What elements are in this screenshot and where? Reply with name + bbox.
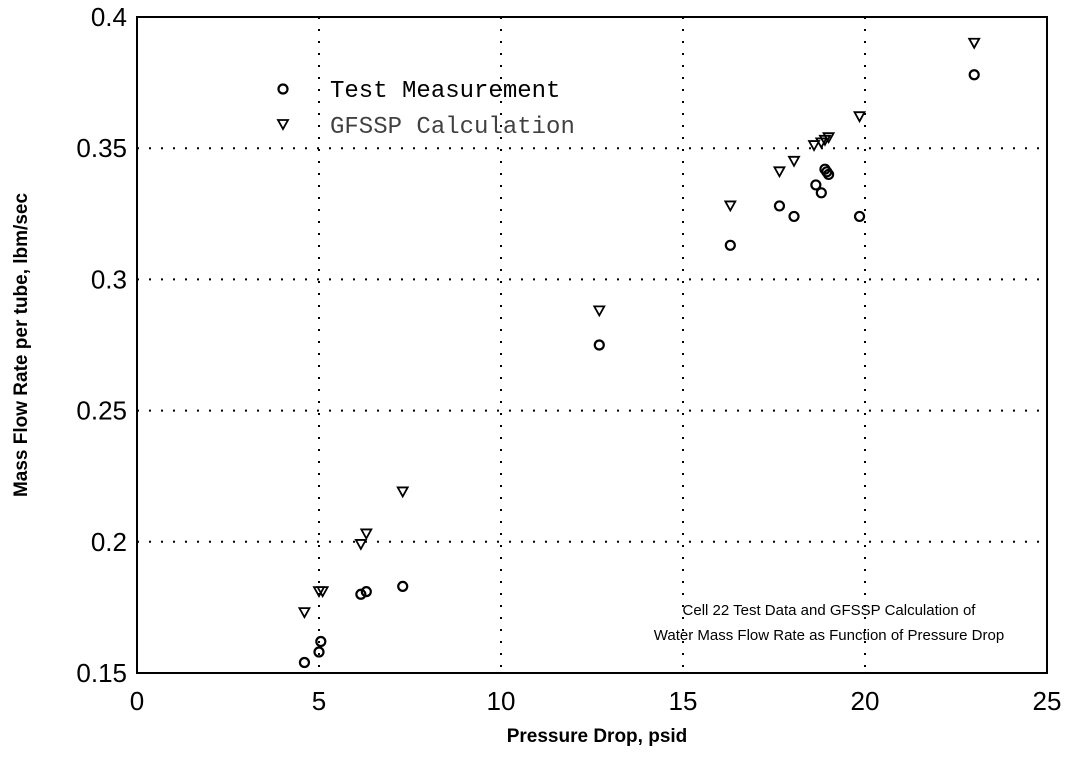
- point-gfssp-calculation: [772, 166, 786, 179]
- point-test-measurement: [397, 580, 409, 593]
- point-test-measurement: [355, 588, 367, 600]
- point-gfssp-calculation: [316, 586, 330, 599]
- grid-lines: [137, 17, 1047, 673]
- y-tick-label: 0.4: [91, 2, 127, 32]
- x-tick-label: 25: [1033, 686, 1062, 716]
- point-gfssp-calculation: [359, 528, 373, 541]
- point-test-measurement: [593, 339, 605, 351]
- point-test-measurement: [788, 210, 800, 223]
- y-axis-title: Mass Flow Rate per tube, lbm/sec: [11, 193, 32, 498]
- x-tick-label: 10: [487, 686, 516, 716]
- point-test-measurement: [853, 210, 866, 223]
- point-test-measurement: [968, 69, 980, 81]
- plot-frame: [136, 16, 1048, 674]
- y-tick-label: 0.15: [76, 658, 127, 688]
- point-test-measurement: [815, 187, 827, 199]
- point-test-measurement: [298, 656, 311, 669]
- x-tick-label: 15: [669, 686, 698, 716]
- point-gfssp-calculation: [853, 111, 867, 124]
- y-tick-label: 0.2: [91, 527, 127, 557]
- point-test-measurement: [315, 635, 327, 648]
- x-tick-label: 0: [130, 686, 144, 716]
- point-gfssp-calculation: [592, 305, 606, 318]
- point-test-measurement: [822, 168, 835, 181]
- point-gfssp-calculation: [967, 37, 981, 50]
- point-test-measurement: [724, 239, 736, 251]
- legend-marker-gfssp-calculation: [276, 119, 290, 131]
- axis-tick-labels: 0 5 10 15 20 25 0.15 0.2 0.25 0.3 0.35 0.4: [76, 2, 1061, 716]
- x-tick-label: 5: [312, 686, 326, 716]
- point-test-measurement: [810, 179, 822, 191]
- x-axis-title: Pressure Drop, psid: [507, 726, 688, 747]
- legend: Test Measurement GFSSP Calculation: [276, 78, 575, 141]
- chart-annotation: Cell 22 Test Data and GFSSP Calculation …: [654, 602, 1004, 644]
- legend-marker-test-measurement: [277, 83, 289, 95]
- point-gfssp-calculation: [807, 140, 821, 152]
- annotation-line-2: Water Mass Flow Rate as Function of Pres…: [654, 627, 1004, 644]
- data-points: [297, 37, 981, 669]
- y-tick-label: 0.35: [76, 133, 127, 163]
- annotation-line-1: Cell 22 Test Data and GFSSP Calculation …: [683, 602, 977, 619]
- point-gfssp-calculation: [396, 486, 410, 499]
- point-gfssp-calculation: [354, 539, 368, 551]
- y-tick-label: 0.3: [91, 264, 127, 294]
- point-test-measurement: [773, 200, 786, 212]
- y-tick-label: 0.25: [76, 396, 127, 426]
- legend-label-gfssp-calculation: GFSSP Calculation: [330, 114, 575, 141]
- legend-label-test-measurement: Test Measurement: [330, 78, 560, 105]
- point-test-measurement: [313, 646, 325, 658]
- point-gfssp-calculation: [787, 155, 801, 168]
- point-test-measurement: [360, 586, 372, 598]
- x-tick-label: 20: [851, 686, 880, 716]
- point-gfssp-calculation: [822, 132, 836, 145]
- point-gfssp-calculation: [297, 607, 311, 620]
- point-gfssp-calculation: [723, 200, 737, 213]
